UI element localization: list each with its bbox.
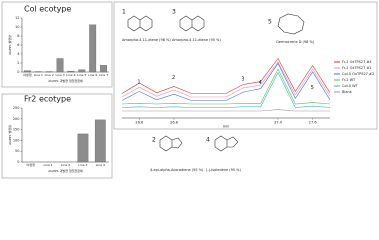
trace — [121, 68, 331, 105]
legend-label: Blank — [342, 90, 353, 94]
y-tick-label: 100 — [13, 138, 20, 142]
legend-label: Fr-2 WT — [342, 78, 356, 82]
y-tick-label: 12 — [15, 16, 19, 20]
x-tick-label: 27.6 — [309, 121, 317, 125]
x-axis-label: min — [223, 125, 230, 129]
y-tick-label: 0 — [17, 160, 19, 164]
y-tick-label: 250 — [13, 106, 20, 110]
x-tick-label: Line 3 — [78, 163, 87, 167]
x-tick-label: Line 1 — [34, 73, 43, 77]
peak-label: 1 — [137, 79, 140, 85]
structure-drawing — [277, 13, 305, 35]
structure-drawing — [159, 135, 183, 152]
x-tick-label: Line 5 — [77, 73, 86, 77]
panel-frame — [1, 1, 113, 88]
y-tick-label: 0 — [17, 70, 19, 74]
y-tick-label: 50 — [15, 149, 19, 153]
peak-label: 2 — [172, 75, 175, 81]
structure-name: Germacrene D (98 %) — [276, 40, 315, 44]
x-tick-label: Line 1 — [44, 163, 53, 167]
chart-title: Fr2 ecotype — [24, 95, 71, 104]
y-tick-label: 4 — [17, 52, 20, 56]
y-tick-label: 200 — [13, 117, 20, 121]
bar — [24, 70, 31, 73]
x-tick-label: Line 6 — [88, 73, 97, 77]
x-tick-label: 야생형 — [23, 72, 32, 77]
trace — [121, 61, 331, 98]
x-tick-label: Line 2 — [61, 163, 70, 167]
peak-label: 5 — [311, 85, 314, 91]
structure-name: 4-epi-alpha-Acoradiene (95 %) — [150, 168, 204, 172]
x-tick-label: Line 4 — [96, 163, 105, 167]
legend-label: Col-0 WT — [342, 84, 359, 88]
x-tick-label: Line 2 — [45, 73, 54, 77]
y-tick-label: 6 — [17, 43, 19, 47]
structure-name: (-)-Isoledene (95 %) — [206, 168, 241, 172]
structure-number: 1 — [122, 9, 126, 16]
y-tick-label: 150 — [13, 128, 20, 132]
structure-drawing — [214, 135, 239, 152]
x-tick-label: 26.8 — [170, 121, 178, 125]
structures — [127, 13, 305, 152]
bar — [78, 69, 86, 73]
x-axis-label: AtoPP1 과발현 형질전환체 — [48, 78, 83, 83]
bar — [56, 58, 64, 73]
peak-label: 4 — [259, 80, 262, 86]
legend-label: Fr-2 OxTPS27 #1 — [342, 66, 372, 70]
x-axis-label: AtoPP1 과발현 형질전환체 — [48, 168, 83, 173]
x-tick-label: 야생형 — [27, 162, 36, 167]
structure-drawing — [179, 15, 205, 32]
trace — [121, 71, 331, 108]
structure-number: 4 — [206, 137, 210, 144]
peak-label: 3 — [241, 77, 244, 83]
panel-frame — [113, 1, 378, 130]
x-tick-label: Line 7 — [99, 73, 108, 77]
x-tick-label: 27.4 — [274, 121, 283, 125]
bar — [67, 70, 75, 73]
structure-name: Amorpha-4,11-diene (98 %) — [122, 38, 171, 42]
y-tick-label: 10 — [15, 25, 19, 29]
chart-title: Col ecotype — [24, 5, 71, 14]
y-tick-label: 8 — [17, 34, 19, 38]
structure-number: 2 — [152, 137, 156, 144]
structure-name: Amorpha-4,11-diene (95 %) — [172, 38, 221, 42]
panel-frame — [1, 93, 113, 179]
y-tick-label: 2 — [17, 61, 19, 65]
bar — [77, 133, 89, 163]
bar — [94, 119, 106, 163]
x-tick-label: 26.6 — [135, 121, 143, 125]
legend-label: Fr-2 OxTPS27 #4 — [342, 60, 372, 64]
bar — [89, 24, 97, 73]
structure-number: 3 — [172, 9, 176, 16]
trace — [122, 109, 330, 112]
structure-number: 5 — [268, 19, 272, 26]
x-tick-label: Line 4 — [66, 73, 75, 77]
y-axis-label: AtoPP1 발현량 — [7, 125, 12, 145]
structure-drawing — [127, 15, 153, 32]
y-axis-label: AtoPP1 발현량 — [7, 35, 12, 55]
x-tick-label: Line 3 — [56, 73, 65, 77]
bar — [100, 65, 107, 73]
trace — [121, 62, 331, 101]
trace — [121, 57, 331, 94]
legend-label: Col-0 OxTPS27 #2 — [342, 72, 374, 76]
